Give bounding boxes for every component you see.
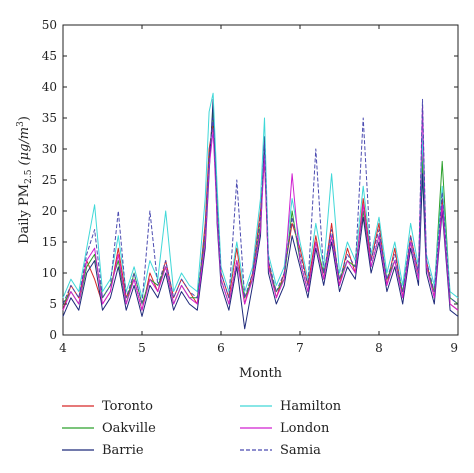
legend-label-london: London xyxy=(280,421,330,436)
series-lines xyxy=(62,92,459,330)
y-tick-label: 10 xyxy=(42,266,57,280)
x-tick-label: 8 xyxy=(375,341,383,355)
legend-label-barrie: Barrie xyxy=(102,443,144,458)
y-axis-title-unit-close: ) xyxy=(17,116,32,121)
y-tick-label: 50 xyxy=(42,18,57,32)
x-tick-label: 9 xyxy=(450,341,458,355)
series-line-london xyxy=(62,105,459,311)
y-tick-label: 15 xyxy=(42,235,57,249)
y-tick-label: 30 xyxy=(42,142,57,156)
legend-label-toronto: Toronto xyxy=(102,399,153,414)
x-tick-label: 6 xyxy=(217,341,225,355)
x-tick-label: 5 xyxy=(138,341,146,355)
series-line-hamilton xyxy=(62,92,459,299)
x-tick-label: 4 xyxy=(59,341,67,355)
y-axis-title-prefix: Daily PM xyxy=(17,184,32,244)
series-line-barrie xyxy=(62,98,459,330)
x-axis-title: Month xyxy=(239,366,283,381)
y-axis-title-unit-open: (μg/m xyxy=(17,127,32,170)
legend-label-hamilton: Hamilton xyxy=(280,399,342,414)
y-tick-label: 45 xyxy=(42,49,57,63)
y-tick-label: 5 xyxy=(49,297,57,311)
legend: Toronto Hamilton Oakville London Barrie Samia xyxy=(62,399,342,458)
y-tick-label: 25 xyxy=(42,173,57,187)
series-line-samia xyxy=(62,98,459,305)
legend-label-oakville: Oakville xyxy=(102,421,156,436)
y-axis-title: Daily PM2.5 (μg/m3) xyxy=(16,116,34,244)
y-tick-label: 20 xyxy=(42,204,57,218)
y-tick-label: 40 xyxy=(42,80,57,94)
y-tick-label: 0 xyxy=(49,328,57,342)
y-axis-title-subscript: 2.5 xyxy=(24,169,34,184)
y-tick-label: 35 xyxy=(42,111,57,125)
x-tick-label: 7 xyxy=(296,341,304,355)
legend-label-samia: Samia xyxy=(280,443,321,458)
y-axis-title-superscript: 3 xyxy=(16,121,26,127)
